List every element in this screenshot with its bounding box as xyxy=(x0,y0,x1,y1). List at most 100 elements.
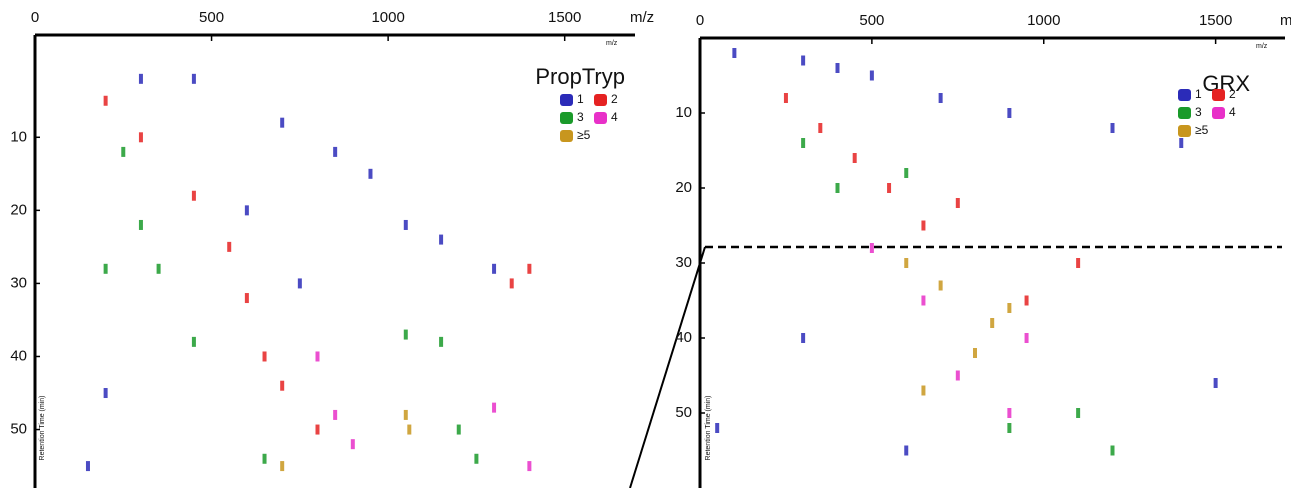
feature-point xyxy=(904,168,909,178)
x-tick-label: 0 xyxy=(31,9,39,26)
feature-point xyxy=(191,190,196,201)
feature-point xyxy=(852,153,857,163)
feature-point xyxy=(904,258,909,268)
feature-point xyxy=(921,220,926,231)
legend-swatch xyxy=(1212,89,1225,101)
feature-point xyxy=(333,146,338,157)
feature-point xyxy=(315,351,320,362)
feature-point xyxy=(1213,378,1218,388)
panel-title: GRX xyxy=(1202,71,1250,96)
feature-point xyxy=(403,219,408,230)
feature-point xyxy=(990,318,995,328)
feature-point xyxy=(121,146,126,157)
feature-point xyxy=(156,263,161,274)
feature-point xyxy=(103,263,108,274)
feature-point xyxy=(869,243,874,253)
feature-point xyxy=(138,73,143,84)
y-tick-label: 10 xyxy=(10,128,27,145)
legend-swatch xyxy=(1178,125,1191,137)
legend-swatch xyxy=(1212,107,1225,119)
x-axis-label-small: m/z xyxy=(606,40,618,47)
feature-point xyxy=(1007,423,1012,433)
y-axis-label: Retention Time (min) xyxy=(39,396,46,461)
feature-point xyxy=(315,424,320,435)
y-tick-label: 50 xyxy=(10,421,27,438)
feature-point xyxy=(869,70,874,81)
feature-point xyxy=(227,241,232,252)
feature-point xyxy=(1076,258,1081,268)
legend-swatch xyxy=(560,130,573,142)
feature-point xyxy=(280,380,285,391)
feature-point xyxy=(439,234,444,245)
x-tick-label: 0 xyxy=(696,12,704,29)
feature-point xyxy=(527,263,532,274)
feature-point xyxy=(1024,295,1029,306)
feature-point xyxy=(1007,303,1012,313)
feature-point xyxy=(715,423,720,433)
feature-point xyxy=(921,385,926,396)
y-tick-label: 20 xyxy=(675,179,692,196)
x-tick-label: 1500 xyxy=(1199,12,1232,29)
y-tick-label: 40 xyxy=(675,329,692,346)
feature-point xyxy=(492,402,497,413)
feature-point xyxy=(1110,445,1115,456)
y-tick-label: 30 xyxy=(10,274,27,291)
feature-point xyxy=(938,93,943,103)
feature-point xyxy=(262,453,267,464)
feature-point xyxy=(103,95,108,106)
y-axis-label: Retention Time (min) xyxy=(705,396,712,461)
feature-point xyxy=(474,453,479,464)
feature-point xyxy=(801,55,806,66)
legend-swatch xyxy=(560,112,573,124)
x-axis-label-small: m/z xyxy=(1256,43,1268,50)
legend-swatch xyxy=(594,112,607,124)
feature-point xyxy=(1007,408,1012,418)
legend-label: 3 xyxy=(577,110,584,124)
x-tick-label: 500 xyxy=(199,9,224,26)
feature-point xyxy=(835,183,840,193)
feature-point xyxy=(818,123,823,133)
feature-point xyxy=(103,388,108,399)
feature-point xyxy=(904,445,909,456)
feature-point xyxy=(1110,123,1115,133)
feature-point xyxy=(191,336,196,347)
feature-point xyxy=(138,132,143,143)
feature-point xyxy=(403,409,408,420)
legend-label: ≥5 xyxy=(577,128,591,142)
x-tick-label: 500 xyxy=(859,12,884,29)
y-tick-label: 10 xyxy=(675,104,692,121)
feature-point xyxy=(509,278,514,289)
legend-label: 1 xyxy=(577,92,584,106)
feature-point xyxy=(350,439,355,450)
feature-point xyxy=(297,278,302,289)
feature-point xyxy=(492,263,497,274)
feature-point xyxy=(368,168,373,179)
feature-point xyxy=(244,205,249,216)
x-axis-label: m/z xyxy=(630,9,654,26)
y-tick-label: 20 xyxy=(10,201,27,218)
feature-point xyxy=(527,461,532,472)
x-tick-label: 1000 xyxy=(1027,12,1060,29)
x-axis-label: m/z xyxy=(1280,12,1291,29)
feature-point xyxy=(280,117,285,128)
feature-point xyxy=(1024,333,1029,343)
legend-label: 2 xyxy=(611,92,618,106)
feature-point xyxy=(732,48,737,58)
legend-label: 3 xyxy=(1195,105,1202,119)
feature-point xyxy=(439,336,444,347)
legend-label: 4 xyxy=(1229,105,1236,119)
legend-swatch xyxy=(1178,107,1191,119)
feature-point xyxy=(191,73,196,84)
feature-point xyxy=(138,219,143,230)
feature-point xyxy=(403,329,408,340)
legend-label: 4 xyxy=(611,110,618,124)
feature-point xyxy=(333,409,338,420)
feature-point xyxy=(887,183,892,193)
feature-point xyxy=(938,280,943,291)
feature-point xyxy=(85,461,90,472)
feature-point xyxy=(1076,408,1081,418)
feature-point xyxy=(1007,108,1012,118)
feature-point xyxy=(801,138,806,148)
feature-point xyxy=(955,370,960,381)
